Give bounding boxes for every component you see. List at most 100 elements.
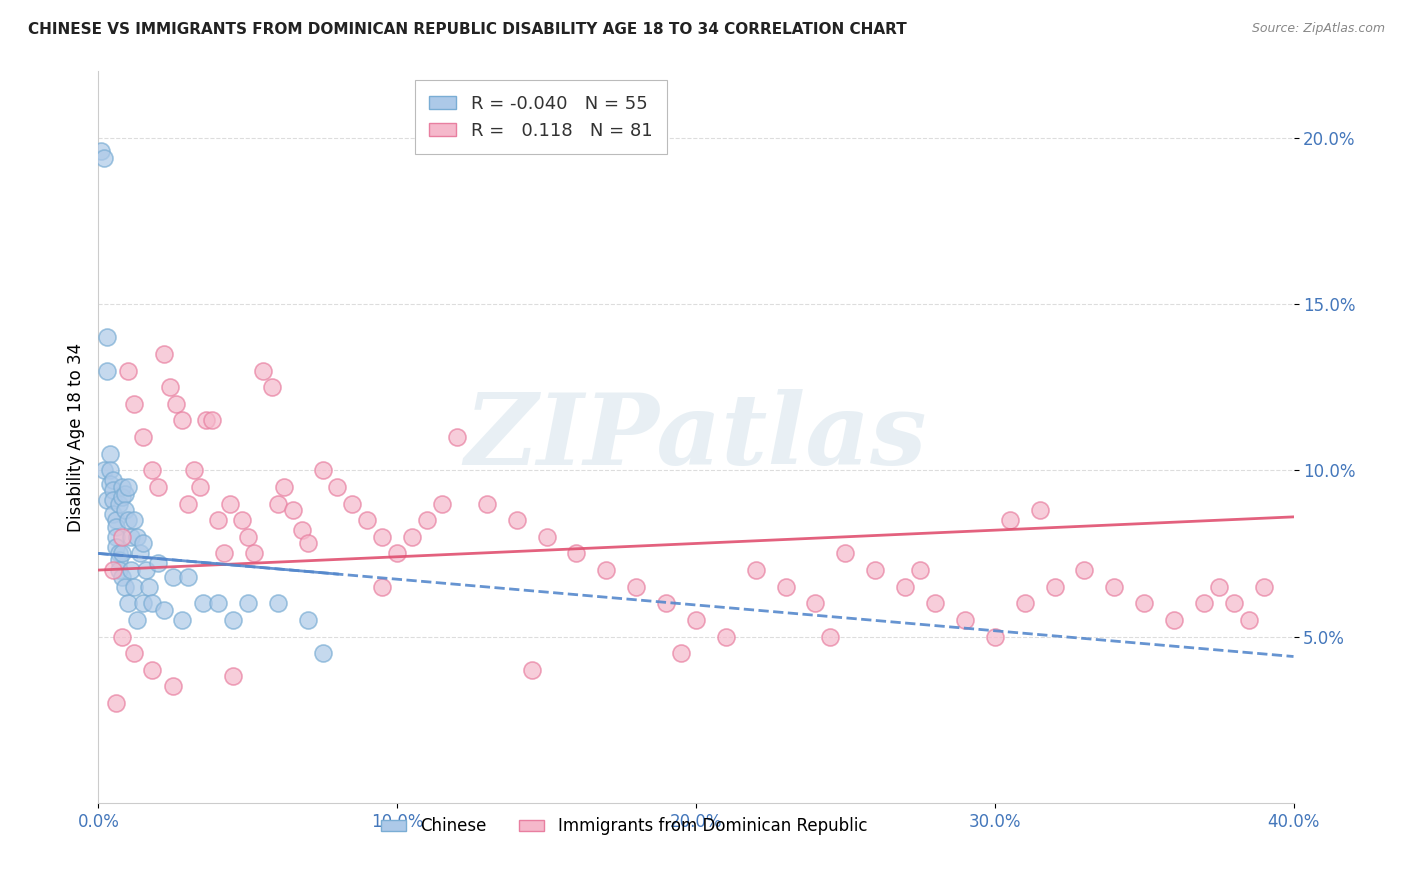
Point <box>111 480 134 494</box>
Point <box>98 463 122 477</box>
Point <box>132 596 155 610</box>
Point <box>243 546 266 560</box>
Point <box>105 696 128 710</box>
Point <box>111 570 134 584</box>
Point <box>93 463 115 477</box>
Point <box>446 430 468 444</box>
Point <box>1133 596 1156 610</box>
Point <box>108 546 131 560</box>
Point <box>132 536 155 550</box>
Point <box>183 463 205 477</box>
Text: CHINESE VS IMMIGRANTS FROM DOMINICAN REPUBLIC DISABILITY AGE 18 TO 34 CORRELATIO: CHINESE VS IMMIGRANTS FROM DOMINICAN REP… <box>28 22 907 37</box>
Point <box>98 447 122 461</box>
Point <box>207 513 229 527</box>
Point <box>90 144 112 158</box>
Point <box>132 430 155 444</box>
Point <box>141 663 163 677</box>
Point <box>908 563 931 577</box>
Point <box>165 397 187 411</box>
Point <box>188 480 211 494</box>
Point <box>117 513 139 527</box>
Point <box>252 363 274 377</box>
Point <box>1163 613 1185 627</box>
Point <box>153 347 176 361</box>
Point <box>430 497 453 511</box>
Point <box>1014 596 1036 610</box>
Point <box>141 463 163 477</box>
Point <box>96 363 118 377</box>
Point <box>775 580 797 594</box>
Point <box>267 497 290 511</box>
Point <box>96 330 118 344</box>
Point <box>1253 580 1275 594</box>
Point <box>201 413 224 427</box>
Point <box>626 580 648 594</box>
Point <box>103 563 125 577</box>
Point <box>159 380 181 394</box>
Point <box>267 596 290 610</box>
Point <box>141 596 163 610</box>
Point <box>114 503 136 517</box>
Point <box>117 480 139 494</box>
Point <box>162 680 184 694</box>
Point <box>401 530 423 544</box>
Point <box>162 570 184 584</box>
Point <box>103 493 125 508</box>
Point <box>894 580 917 594</box>
Point <box>281 503 304 517</box>
Point <box>207 596 229 610</box>
Text: Source: ZipAtlas.com: Source: ZipAtlas.com <box>1251 22 1385 36</box>
Point <box>148 480 170 494</box>
Point <box>111 530 134 544</box>
Point <box>655 596 678 610</box>
Point <box>222 613 245 627</box>
Point <box>595 563 617 577</box>
Point <box>236 530 259 544</box>
Point <box>127 530 149 544</box>
Point <box>998 513 1021 527</box>
Point <box>191 596 214 610</box>
Point <box>129 546 152 560</box>
Point <box>138 580 160 594</box>
Point <box>103 483 125 498</box>
Point <box>1208 580 1230 594</box>
Point <box>1192 596 1215 610</box>
Point <box>114 580 136 594</box>
Point <box>291 523 314 537</box>
Point <box>1104 580 1126 594</box>
Point <box>1223 596 1246 610</box>
Point <box>105 513 128 527</box>
Point <box>111 546 134 560</box>
Point <box>111 630 134 644</box>
Point <box>103 507 125 521</box>
Point <box>865 563 887 577</box>
Text: ZIPatlas: ZIPatlas <box>465 389 927 485</box>
Point <box>1237 613 1260 627</box>
Point <box>177 497 200 511</box>
Point <box>236 596 259 610</box>
Point <box>117 363 139 377</box>
Point <box>475 497 498 511</box>
Point <box>124 580 146 594</box>
Point <box>96 493 118 508</box>
Point <box>297 613 319 627</box>
Point <box>172 613 194 627</box>
Point <box>231 513 253 527</box>
Point <box>108 553 131 567</box>
Point <box>273 480 295 494</box>
Point <box>385 546 409 560</box>
Point <box>212 546 235 560</box>
Point <box>804 596 827 610</box>
Point <box>565 546 588 560</box>
Point <box>311 463 333 477</box>
Point <box>745 563 768 577</box>
Y-axis label: Disability Age 18 to 34: Disability Age 18 to 34 <box>66 343 84 532</box>
Point <box>371 580 394 594</box>
Point <box>117 596 139 610</box>
Point <box>984 630 1007 644</box>
Point <box>1028 503 1050 517</box>
Point <box>356 513 378 527</box>
Point <box>124 397 146 411</box>
Point <box>416 513 439 527</box>
Point <box>1073 563 1095 577</box>
